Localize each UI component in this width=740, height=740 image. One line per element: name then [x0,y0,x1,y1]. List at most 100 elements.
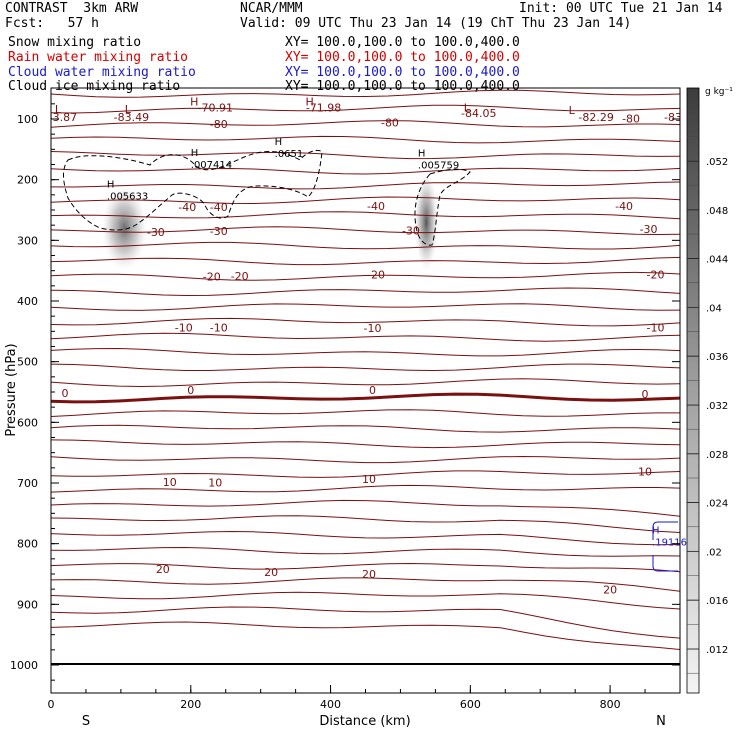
isotherm-line-15 [51,317,680,327]
maximum-marker: H [652,525,660,536]
temperature-label: -83.87 [42,111,77,124]
x-axis-title: Distance (km) [319,714,410,729]
temperature-label: -84.05 [461,107,496,120]
colorbar: g kg⁻¹ .052 .048 .044 .04 .036 .032 .028 .024 .0… [686,87,733,694]
temperature-label: 20 [264,566,278,579]
temperature-label: -20 [647,269,665,282]
isotherm-line-12 [51,271,680,281]
temperature-label: 0 [642,388,649,401]
y-tick-label: 1000 [10,659,38,672]
isotherm-line-11 [51,256,680,266]
temperature-label: -83.49 [114,111,149,124]
y-tick-label: 700 [17,477,38,490]
endpoint-south: S [82,714,90,729]
init-time: Init: 00 UTC Tue 21 Jan 14 [519,1,723,16]
colorbar-tick-label: .048 [706,206,728,217]
maximum-marker: H [191,148,199,159]
temperature-label: -82.29 [578,111,613,124]
axes: 0 200 400 600 800100200300400500600700800900… [10,103,681,711]
temperature-label: -20 [203,270,221,283]
isotherm-line-1 [51,104,680,114]
valid-time: Valid: 09 UTC Thu 23 Jan 14 (19 ChT Thu … [240,16,632,31]
temperature-label: -30 [210,225,228,238]
isotherm-line-2 [51,120,680,128]
isotherm-line-14 [51,303,680,311]
temperature-label: L [464,102,471,115]
isotherm-line-28 [51,515,680,533]
isotherm-line-3 [51,135,680,144]
snow-blob-1 [414,173,439,271]
temperature-label: 0 [369,384,376,397]
colorbar-units: g kg⁻¹ [705,87,733,97]
isotherm-line-21 [51,409,680,417]
cloud-ice-contour-west [63,149,323,231]
temperature-label: 10 [208,477,222,490]
temperature-label: L [55,103,62,116]
x-tick-label: 200 [180,698,201,711]
colorbar-tick-label: .02 [706,547,722,558]
isotherm-line-30 [51,546,680,557]
isotherm-line-0 [51,89,680,98]
temperature-labels: L-83.87L-83.49H -70.91 H-71.98 L-84.05 L-82.… [42,96,682,597]
temperature-label: L [125,103,132,116]
temperature-label: -40 [210,201,228,214]
temperature-label: -80 [210,118,228,131]
colorbar-tick-label: .044 [706,255,728,266]
legend-snow-xy: XY= 100.0,100.0 to 100.0,400.0 [285,35,520,50]
isotherm-line-10 [51,241,680,250]
maximum-value: .19116 [652,537,687,548]
isotherm-lines [51,89,680,650]
temperature-label: 10 [163,476,177,489]
isotherm-line-6 [51,181,680,190]
isotherm-line-19 [51,378,680,388]
temperature-label: H [190,96,198,109]
temperature-label: -20 [231,270,249,283]
y-axis-title: Pressure (hPa) [4,343,19,436]
model-title: CONTRAST 3km ARW [5,1,139,16]
temperature-label: -10 [175,321,193,334]
y-tick-label: 300 [17,234,38,247]
isotherm-line-16 [51,332,680,342]
temperature-label: 20 [362,568,376,581]
maximum-value: .005759 [418,161,459,172]
x-tick-label: 0 [48,698,55,711]
isotherm-line-9 [51,226,680,236]
isotherm-line-24 [51,455,680,464]
legend-cloudwater-xy: XY= 100.0,100.0 to 100.0,400.0 [285,65,520,80]
temperature-label: -10 [364,322,382,335]
isotherm-line-35 [51,621,680,650]
isotherm-line-18 [51,363,680,372]
temperature-label: -10 [210,321,228,334]
temperature-label: 10 [638,466,652,479]
x-tick-label: 600 [460,698,481,711]
colorbar-tick-label: .012 [706,645,728,656]
y-tick-label: 800 [17,538,38,551]
isotherm-line-25 [51,470,680,478]
legend-rain-label: Rain water mixing ratio [8,50,189,65]
temperature-label: -71.98 [306,102,341,115]
x-tick-label: 400 [320,698,341,711]
y-tick-label: 900 [17,598,38,611]
temperature-label: -83 [664,111,682,124]
isotherm-line-22 [51,424,680,433]
y-tick-label: 600 [17,416,38,429]
isotherm-line-4 [51,151,680,160]
isotherm-line-26 [51,484,680,493]
isotherm-line-7 [51,196,680,205]
temperature-label: 20 [156,563,170,576]
maximum-marker: H [275,137,283,148]
colorbar-tick-label: .052 [706,157,728,168]
legend-cloudwater-label: Cloud water mixing ratio [8,65,196,80]
isotherm-line-8 [51,211,680,220]
legend-rain-xy: XY= 100.0,100.0 to 100.0,400.0 [285,50,520,65]
maximum-marker: H [107,180,115,191]
snow-blob-0 [101,185,148,271]
temperature-label: L [569,104,576,117]
isotherm-line-13 [51,287,680,297]
isotherm-line-33 [51,591,680,610]
isotherm-line-20 [51,392,680,404]
temperature-label: 20 [603,583,617,596]
isotherm-line-29 [51,530,680,546]
temperature-label: -20 [367,269,385,282]
temperature-label: -40 [178,201,196,214]
